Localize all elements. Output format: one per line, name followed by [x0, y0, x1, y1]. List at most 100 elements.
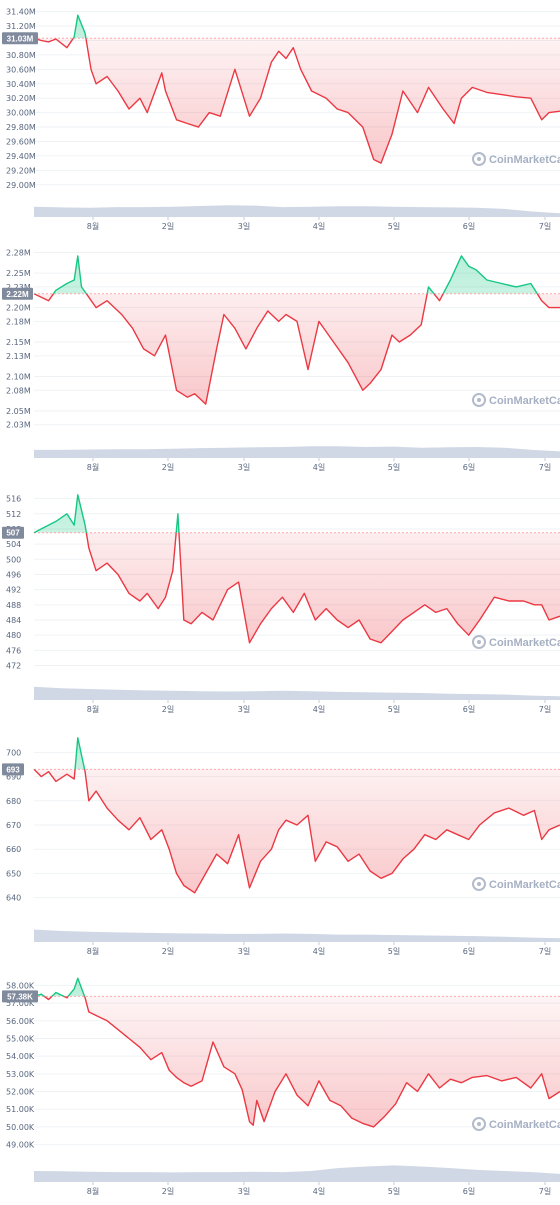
below-baseline-fill	[34, 293, 560, 405]
x-tick-label: 2일	[162, 1187, 174, 1196]
above-baseline-fill	[34, 15, 86, 39]
x-tick-label: 2일	[162, 947, 174, 956]
below-baseline-fill	[34, 532, 560, 643]
x-tick-label: 8월	[87, 946, 99, 956]
volume-area	[34, 929, 560, 942]
y-tick-label: 640	[6, 894, 21, 903]
y-tick-label: 54.00K	[6, 1052, 35, 1061]
x-tick-label: 2일	[162, 463, 174, 472]
y-tick-label: 29.40M	[6, 152, 36, 161]
y-tick-label: 2.08M	[6, 386, 31, 395]
price-line-below	[33, 38, 560, 164]
volume-area	[34, 205, 560, 217]
x-tick-label: 8월	[87, 221, 99, 231]
y-tick-label: 30.60M	[6, 65, 36, 74]
price-chart-4[interactable]: 640 650 660 670 680 690 700 693 8월 2일 3일 4일 5일 6일 7일 Co…	[0, 729, 560, 965]
below-baseline-fill	[34, 38, 560, 164]
x-tick-label: 4일	[313, 222, 325, 231]
x-tick-label: 2일	[162, 222, 174, 231]
y-tick-label: 56.00K	[6, 1017, 35, 1026]
current-value-tag	[2, 32, 38, 45]
y-tick-label: 504	[6, 540, 21, 549]
y-tick-label: 2.03M	[6, 421, 31, 430]
x-tick-label: 4일	[313, 947, 325, 956]
x-tick-label: 6일	[463, 705, 475, 714]
x-tick-label: 8월	[87, 704, 99, 714]
y-tick-label: 496	[6, 570, 21, 579]
above-baseline-fill	[34, 737, 85, 770]
x-tick-label: 6일	[463, 947, 475, 956]
price-chart-5[interactable]: 49.00K 50.00K 51.00K 52.00K 53.00K 54.00K 55.0…	[0, 969, 560, 1205]
volume-area	[34, 686, 560, 700]
x-tick-label: 5일	[388, 222, 400, 231]
y-tick-label: 2.10M	[6, 372, 31, 381]
y-tick-label: 670	[6, 821, 21, 830]
price-line-below	[34, 532, 560, 644]
y-tick-label: 484	[6, 616, 21, 625]
coinmarketcap-logo-icon	[472, 393, 486, 407]
current-value-tag	[2, 287, 33, 300]
y-tick-label: 29.80M	[6, 123, 36, 132]
x-tick-label: 8월	[87, 1186, 99, 1196]
x-tick-label: 3일	[238, 222, 250, 231]
y-tick-label: 660	[6, 845, 21, 854]
y-tick-label: 31.20M	[6, 22, 36, 31]
coinmarketcap-logo-icon	[472, 877, 486, 891]
price-chart-1[interactable]: 29.00M 29.20M 29.40M 29.60M 29.80M 30.00M 30.2…	[0, 4, 560, 240]
x-tick-label: 4일	[313, 705, 325, 714]
y-tick-label: 50.00K	[6, 1123, 35, 1132]
y-tick-label: 680	[6, 797, 21, 806]
y-tick-label: 480	[6, 631, 21, 640]
y-tick-label: 650	[6, 869, 21, 878]
y-tick-label: 30.40M	[6, 80, 36, 89]
y-tick-label: 30.00M	[6, 109, 36, 118]
y-tick-label: 53.00K	[6, 1070, 35, 1079]
y-tick-label: 30.80M	[6, 51, 36, 60]
y-tick-label: 488	[6, 601, 21, 610]
y-tick-label: 51.00K	[6, 1105, 35, 1114]
x-tick-label: 5일	[388, 1187, 400, 1196]
watermark-text: CoinMarketCap	[489, 395, 560, 407]
price-line-below	[33, 769, 560, 894]
y-tick-label: 700	[6, 748, 21, 757]
x-tick-label: 3일	[238, 705, 250, 714]
x-tick-label: 7일	[539, 463, 551, 472]
y-tick-label: 2.20M	[6, 304, 31, 313]
y-tick-label: 2.05M	[6, 407, 31, 416]
above-baseline-fill	[34, 494, 179, 533]
price-chart-3[interactable]: 4724764804844884924965005045085125165078…	[0, 487, 560, 723]
current-value-label: 57.38K	[7, 992, 33, 1001]
y-tick-label: 55.00K	[6, 1034, 35, 1043]
x-tick-label: 3일	[238, 463, 250, 472]
y-tick-label: 690	[6, 773, 21, 782]
watermark-text: CoinMarketCap	[489, 879, 560, 891]
watermark-text: CoinMarketCap	[489, 1119, 560, 1131]
x-tick-label: 4일	[313, 1187, 325, 1196]
price-chart-2[interactable]: 2.03M 2.05M 2.08M 2.10M 2.13M 2.15M 2.18M 2.20M…	[0, 245, 560, 481]
y-tick-label: 472	[6, 662, 21, 671]
x-tick-label: 5일	[388, 705, 400, 714]
y-tick-label: 2.15M	[6, 338, 31, 347]
x-tick-label: 7일	[539, 1187, 551, 1196]
current-value-tag	[2, 763, 24, 776]
y-tick-label: 49.00K	[6, 1141, 35, 1150]
below-baseline-fill	[34, 996, 560, 1127]
y-tick-label: 57.00K	[6, 999, 35, 1008]
y-tick-label: 29.20M	[6, 166, 36, 175]
coinmarketcap-logo-icon	[472, 635, 486, 649]
y-tick-label: 29.00M	[6, 181, 36, 190]
price-line-above	[34, 255, 539, 294]
y-tick-label: 30.20M	[6, 94, 36, 103]
y-tick-label: 2.25M	[6, 269, 31, 278]
watermark-text: CoinMarketCap	[489, 637, 560, 649]
current-value-label: 31.03M	[7, 34, 34, 43]
coinmarketcap-logo-icon	[472, 152, 486, 166]
x-tick-label: 7일	[539, 222, 551, 231]
y-tick-label: 2.28M	[6, 248, 31, 257]
x-tick-label: 6일	[463, 222, 475, 231]
x-tick-label: 2일	[162, 705, 174, 714]
x-tick-label: 5일	[388, 463, 400, 472]
y-tick-label: 2.18M	[6, 317, 31, 326]
x-tick-label: 5일	[388, 947, 400, 956]
